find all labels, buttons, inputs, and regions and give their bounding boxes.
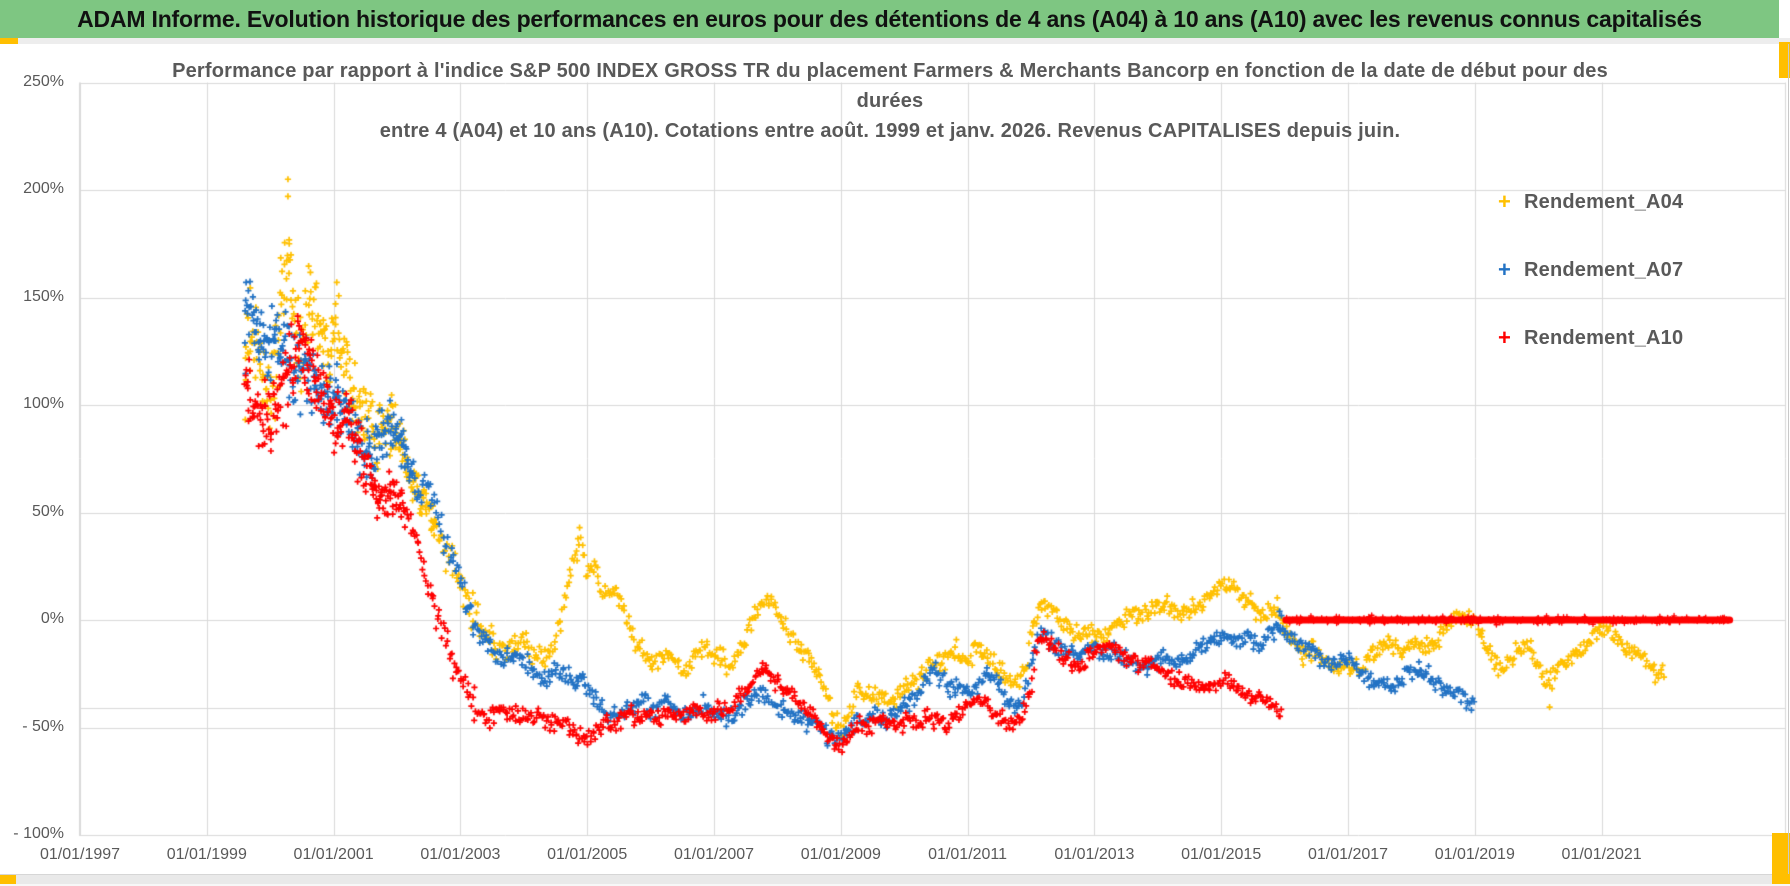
legend-label: Rendement_A04: [1524, 190, 1684, 213]
x-axis-tick-label: 01/01/2015: [1181, 846, 1262, 863]
legend-item-rendement-a10[interactable]: + Rendement_A10: [1498, 304, 1758, 372]
y-axis-tick-label: 200%: [23, 180, 64, 197]
chart-title-line-2: durées: [856, 90, 924, 112]
y-axis-tick-label: - 100%: [13, 825, 64, 842]
plus-marker-icon: +: [1498, 257, 1511, 282]
y-axis-tick-label: 150%: [23, 287, 64, 305]
accent-square-bottom-left: [0, 875, 16, 884]
x-axis-tick-label: 01/01/2021: [1561, 846, 1642, 863]
window-bottom-edge: [0, 884, 1790, 886]
x-axis-tick-label: 01/01/1997: [39, 846, 121, 863]
legend-label: Rendement_A07: [1524, 258, 1684, 281]
header-title: ADAM Informe. Evolution historique des p…: [77, 5, 1702, 32]
y-axis-tick-label: 0%: [40, 610, 64, 627]
chart-title-line-3: entre 4 (A04) et 10 ans (A10). Cotations…: [379, 120, 1401, 142]
accent-dash-right: [1779, 42, 1790, 78]
legend-label: Rendement_A10: [1524, 326, 1684, 349]
x-axis-tick-label: 01/01/2011: [928, 846, 1008, 863]
x-axis-tick-label: 01/01/2007: [673, 846, 755, 863]
accent-bar-bottom-right: [1772, 833, 1790, 884]
x-axis-tick-label: 01/01/2013: [1054, 846, 1135, 863]
horizontal-scrollbar[interactable]: [0, 874, 1790, 885]
legend-item-rendement-a07[interactable]: + Rendement_A07: [1498, 236, 1758, 304]
x-axis-tick-label: 01/01/2017: [1307, 846, 1389, 863]
window-right-edge: [1788, 44, 1789, 874]
x-axis-tick-label: 01/01/2005: [547, 846, 628, 863]
y-axis-tick-label: - 50%: [22, 717, 64, 735]
chart-title-line-1: Performance par rapport à l'indice S&P 5…: [172, 60, 1608, 82]
plus-marker-icon: +: [1498, 189, 1511, 214]
header-under-strip: [0, 38, 1790, 44]
x-axis-tick-label: 01/01/1999: [166, 846, 247, 863]
y-axis-tick-label: 250%: [23, 72, 64, 90]
y-axis-tick-label: 100%: [23, 395, 64, 412]
plus-marker-icon: +: [1498, 325, 1511, 350]
y-axis-tick-label: 50%: [31, 502, 64, 520]
legend-item-rendement-a04[interactable]: + Rendement_A04: [1498, 168, 1758, 236]
x-axis-tick-label: 01/01/2019: [1434, 846, 1515, 863]
x-axis-tick-label: 01/01/2003: [420, 846, 501, 863]
header-banner: ADAM Informe. Evolution historique des p…: [0, 0, 1779, 38]
x-axis-tick-label: 01/01/2009: [800, 846, 881, 863]
accent-dash-left: [0, 38, 18, 44]
chart-legend: + Rendement_A04 + Rendement_A07 + Rendem…: [1498, 168, 1758, 372]
x-axis-tick-label: 01/01/2001: [293, 846, 374, 863]
